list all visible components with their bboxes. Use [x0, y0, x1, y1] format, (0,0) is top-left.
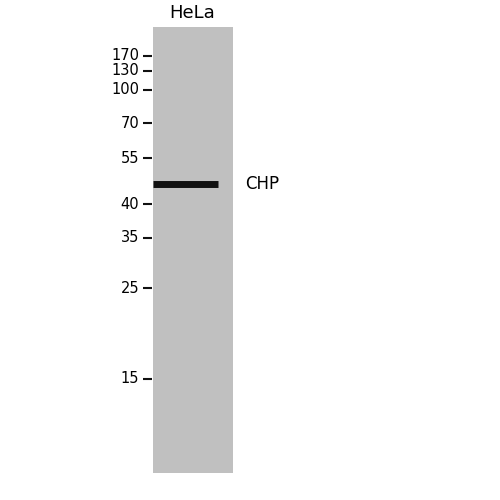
Text: HeLa: HeLa: [170, 4, 216, 22]
Text: 55: 55: [120, 150, 139, 166]
Bar: [152, 27, 232, 472]
Text: 130: 130: [111, 64, 139, 78]
Text: 100: 100: [111, 82, 139, 97]
Text: 35: 35: [120, 230, 139, 246]
Text: 170: 170: [111, 48, 139, 63]
Text: 25: 25: [120, 281, 139, 296]
Text: 70: 70: [120, 116, 139, 131]
Text: 15: 15: [120, 371, 139, 386]
Text: 40: 40: [120, 196, 139, 212]
Text: CHP: CHP: [245, 176, 279, 194]
